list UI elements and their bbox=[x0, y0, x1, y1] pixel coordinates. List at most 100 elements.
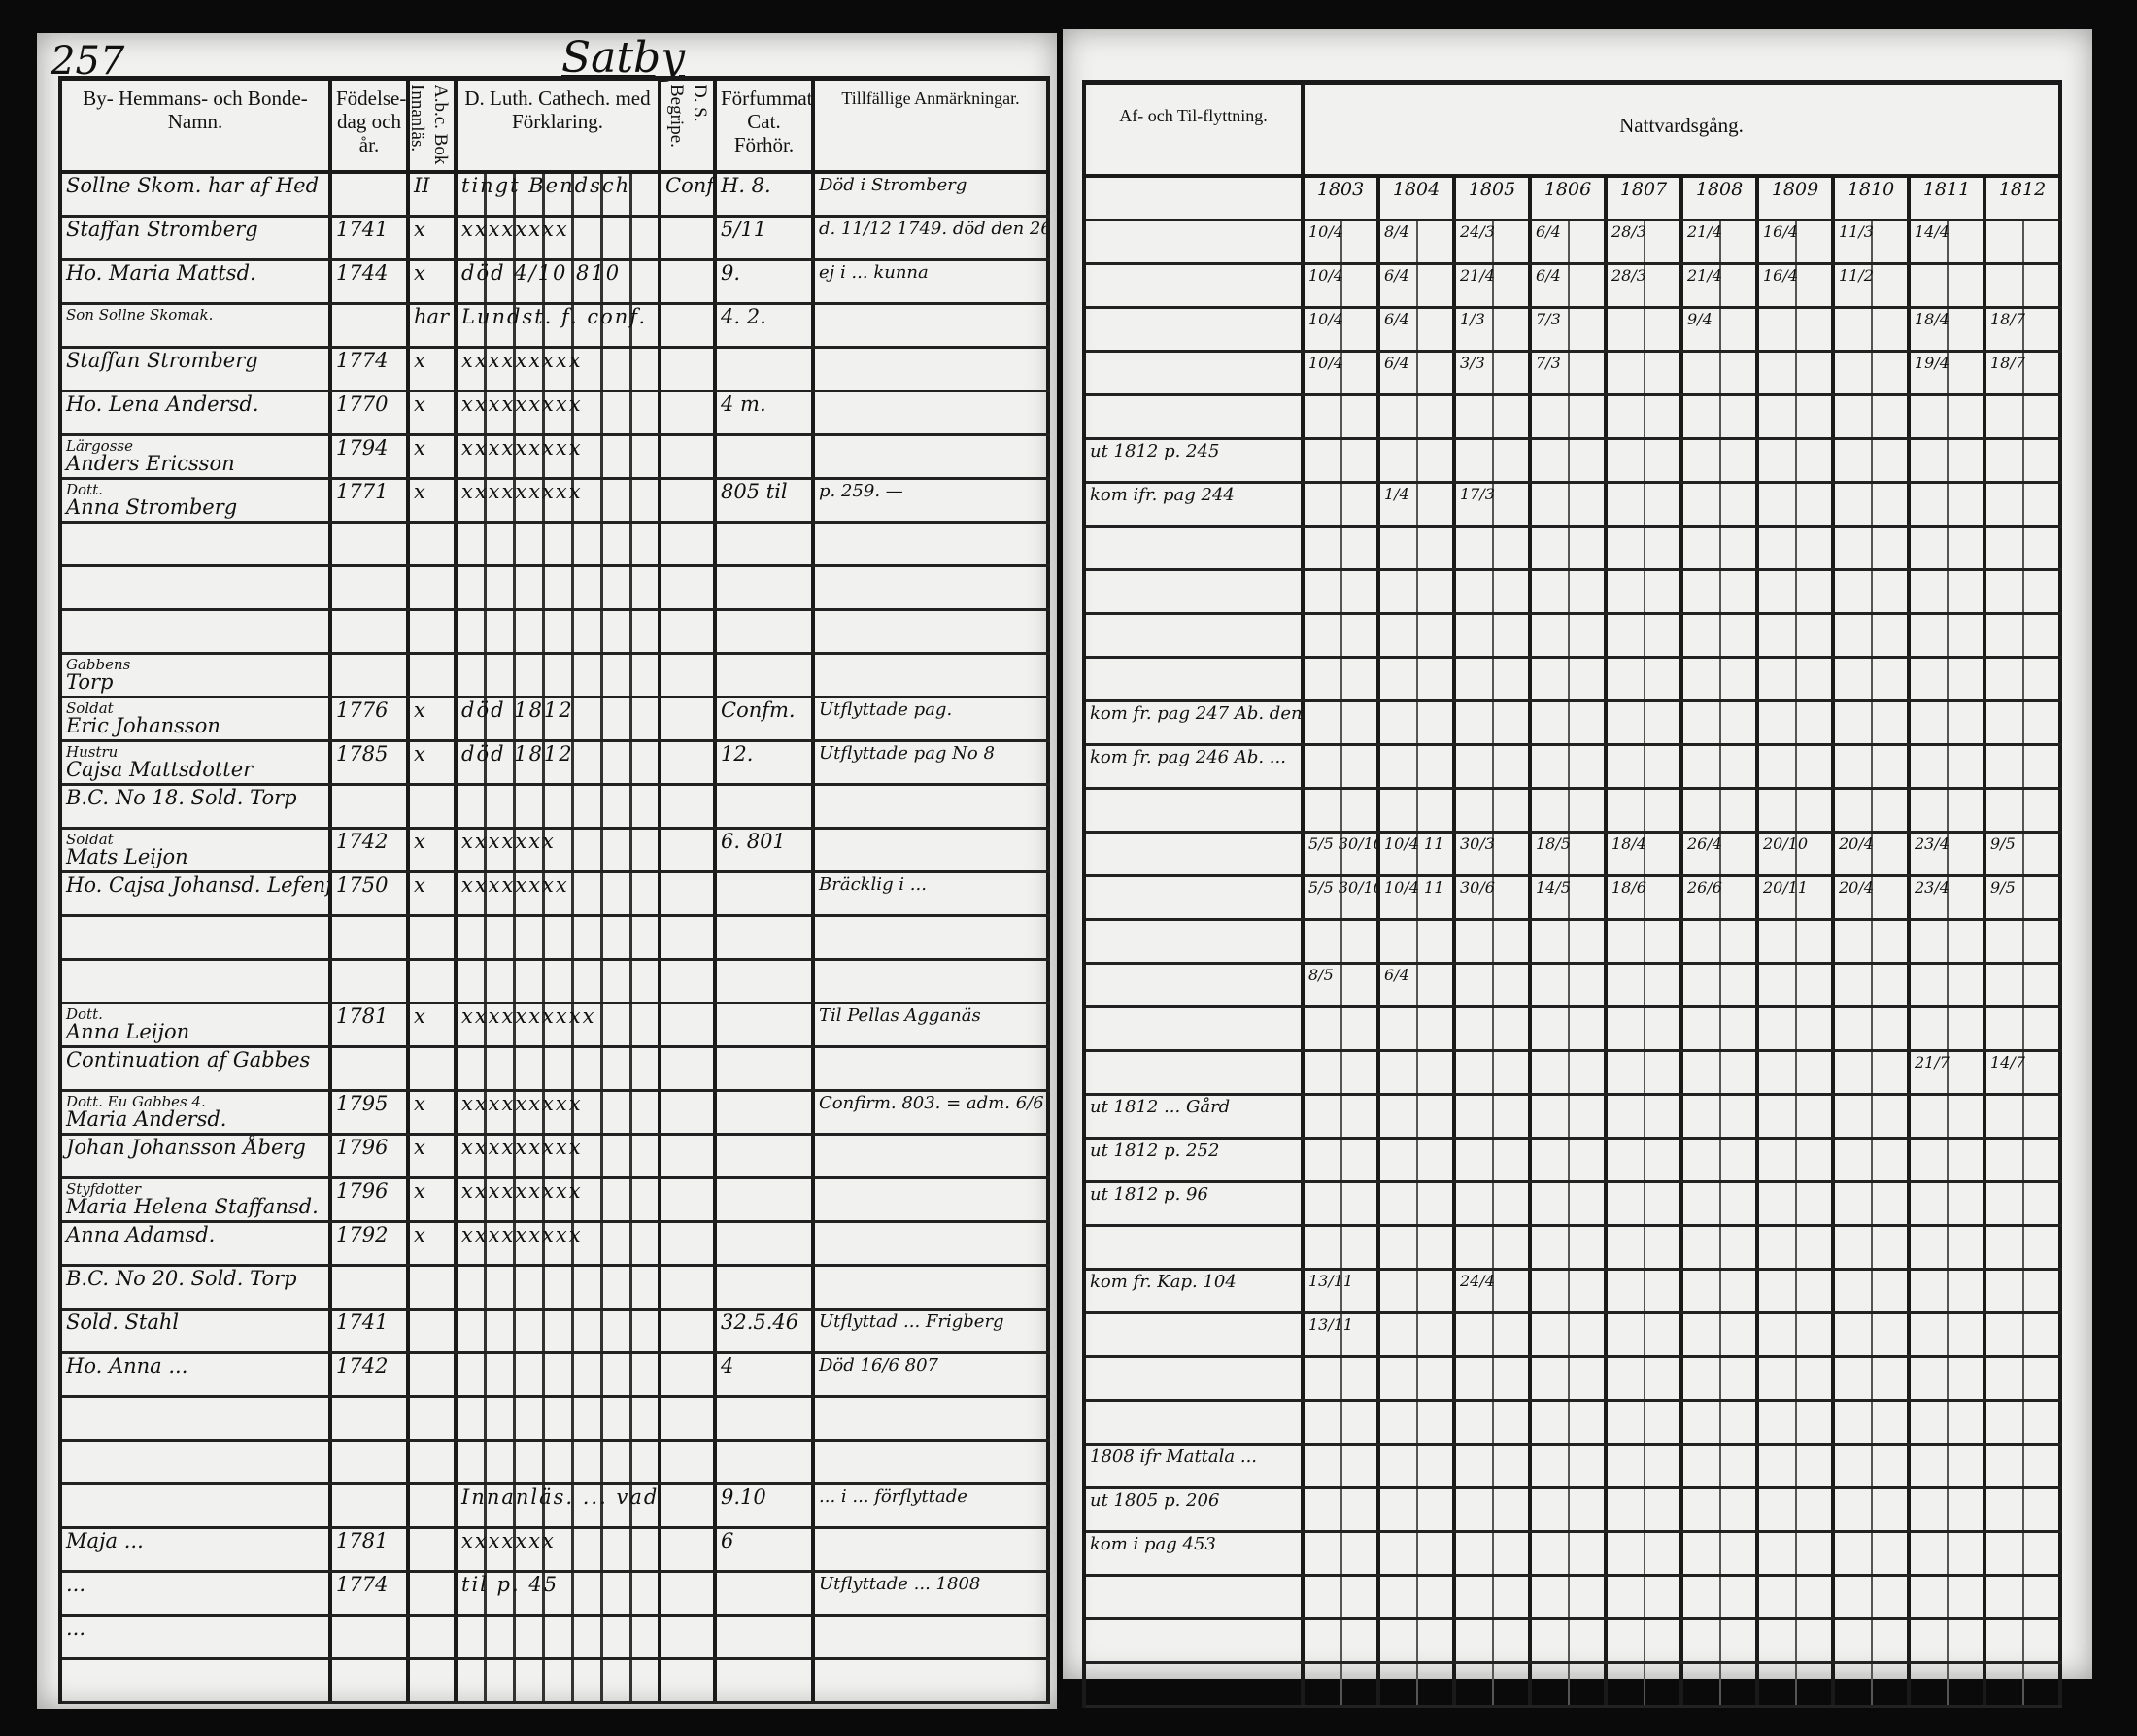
birth-year: 1796 bbox=[332, 1179, 410, 1220]
communion-date bbox=[1305, 440, 1380, 481]
communion-date bbox=[1683, 1271, 1759, 1311]
table-row: Innanläs. ... vadsz 9.10... i ... förflyt… bbox=[62, 1485, 1050, 1529]
ds-mark bbox=[661, 1573, 717, 1614]
communion-date bbox=[1608, 440, 1683, 481]
catechism-marks bbox=[458, 1442, 661, 1482]
communion-date bbox=[1456, 1620, 1532, 1661]
table-row bbox=[1086, 659, 2062, 702]
communion-date bbox=[1835, 484, 1911, 525]
migration-note bbox=[1086, 1577, 1305, 1617]
communion-date bbox=[1911, 659, 1986, 699]
missed-exam bbox=[717, 1136, 815, 1176]
remark: d. 11/12 1749. död den 26/1 811. bbox=[815, 218, 1050, 258]
name-cell: Johan Johansson Åberg bbox=[62, 1136, 332, 1176]
communion-date: 19/4 bbox=[1911, 353, 1986, 393]
communion-date bbox=[1456, 1664, 1532, 1705]
header-missed-examination: Förfummat Cat. Förhör. bbox=[717, 81, 815, 170]
relation-note: Dott. bbox=[66, 481, 103, 498]
communion-date bbox=[1986, 965, 2062, 1005]
communion-date bbox=[1986, 790, 2062, 831]
remark bbox=[815, 1136, 1050, 1176]
communion-date: 9/5 bbox=[1986, 877, 2062, 918]
migration-note: ut 1812 p. 96 bbox=[1086, 1183, 1305, 1224]
abc-mark: x bbox=[410, 218, 458, 258]
missed-exam bbox=[717, 524, 815, 564]
catechism-marks: död 4/10 810 bbox=[458, 261, 661, 302]
migration-note bbox=[1086, 790, 1305, 831]
communion-date bbox=[1608, 396, 1683, 437]
communion-date bbox=[1608, 1402, 1683, 1443]
migration-note bbox=[1086, 1052, 1305, 1093]
abc-mark bbox=[410, 1485, 458, 1526]
table-row bbox=[62, 1398, 1050, 1442]
communion-date: 5/5 30/10 bbox=[1305, 877, 1380, 918]
remark: Utflyttad ... Frigberg bbox=[815, 1311, 1050, 1351]
communion-date bbox=[1835, 571, 1911, 612]
communion-date bbox=[1759, 309, 1835, 350]
table-row: ut 1812 p. 252 bbox=[1086, 1140, 2062, 1183]
migration-note bbox=[1086, 353, 1305, 393]
communion-date bbox=[1532, 746, 1608, 787]
ds-mark bbox=[661, 961, 717, 1002]
remark: Til Pellas Agganäs bbox=[815, 1004, 1050, 1045]
ds-mark bbox=[661, 1223, 717, 1264]
migration-note: kom fr. pag 246 Ab. ... bbox=[1086, 746, 1305, 787]
communion-date: 18/7 bbox=[1986, 353, 2062, 393]
catechism-marks bbox=[458, 917, 661, 958]
communion-date bbox=[1986, 440, 2062, 481]
communion-date: 20/10 bbox=[1759, 834, 1835, 874]
abc-mark bbox=[410, 567, 458, 608]
communion-date bbox=[1835, 1096, 1911, 1137]
table-row: 8/5 6/4 bbox=[1086, 965, 2062, 1008]
abc-mark: har bbox=[410, 305, 458, 346]
remark: Bräcklig i ... bbox=[815, 873, 1050, 914]
communion-date bbox=[1608, 790, 1683, 831]
remark: Utflyttade pag No 8 bbox=[815, 742, 1050, 783]
catechism-marks: xxxxxxxxx bbox=[458, 1136, 661, 1176]
catechism-marks bbox=[458, 1398, 661, 1439]
communion-date: 10/4 bbox=[1305, 265, 1380, 306]
communion-date: 21/4 bbox=[1456, 265, 1532, 306]
communion-date bbox=[1456, 965, 1532, 1005]
remark: ej i ... kunna bbox=[815, 261, 1050, 302]
table-row bbox=[1086, 1664, 2062, 1708]
catechism-marks: xxxxxxxxxx bbox=[458, 1004, 661, 1045]
communion-date: 23/4 bbox=[1911, 877, 1986, 918]
communion-date bbox=[1911, 1533, 1986, 1574]
name-cell: Hustru Cajsa Mattsdotter bbox=[62, 742, 332, 783]
remark bbox=[815, 1223, 1050, 1264]
communion-date bbox=[1986, 615, 2062, 656]
missed-exam: 4 m. bbox=[717, 392, 815, 433]
communion-date: 21/4 bbox=[1683, 265, 1759, 306]
communion-date bbox=[1380, 1402, 1456, 1443]
communion-date bbox=[1759, 1533, 1835, 1574]
birth-year bbox=[332, 786, 410, 827]
person-name: Ho. Anna ... bbox=[66, 1354, 188, 1378]
communion-date bbox=[1532, 1140, 1608, 1180]
table-row bbox=[1086, 396, 2062, 440]
communion-date bbox=[1380, 1140, 1456, 1180]
communion-date bbox=[1380, 1577, 1456, 1617]
communion-date bbox=[1456, 702, 1532, 743]
communion-date bbox=[1683, 440, 1759, 481]
communion-date: 23/4 bbox=[1911, 834, 1986, 874]
name-cell bbox=[62, 1398, 332, 1439]
table-row: ... bbox=[62, 1617, 1050, 1660]
communion-date: 20/11 bbox=[1759, 877, 1835, 918]
year-label: 1805 bbox=[1456, 178, 1532, 219]
missed-exam bbox=[717, 436, 815, 477]
relation-note: Dott. Eu Gabbes 4. bbox=[66, 1093, 206, 1110]
communion-date bbox=[1683, 396, 1759, 437]
missed-exam bbox=[717, 917, 815, 958]
ds-mark bbox=[661, 873, 717, 914]
remark: p. 259. — bbox=[815, 480, 1050, 521]
communion-date bbox=[1835, 528, 1911, 568]
communion-date bbox=[1608, 1140, 1683, 1180]
catechism-marks bbox=[458, 1048, 661, 1089]
ds-mark bbox=[661, 436, 717, 477]
year-label: 1812 bbox=[1986, 178, 2062, 219]
migration-note: kom i pag 453 bbox=[1086, 1533, 1305, 1574]
person-name: B.C. No 20. Sold. Torp bbox=[66, 1267, 297, 1290]
communion-date bbox=[1683, 571, 1759, 612]
communion-date bbox=[1608, 746, 1683, 787]
